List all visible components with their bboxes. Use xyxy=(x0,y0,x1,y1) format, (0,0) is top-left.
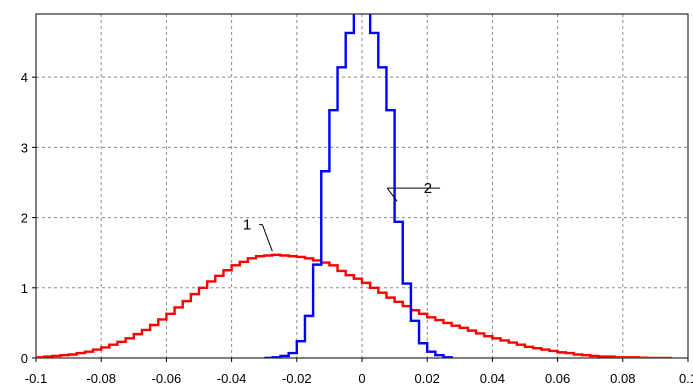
x-tick-label: 0.04 xyxy=(480,371,505,386)
y-tick-label: 3 xyxy=(21,140,28,155)
annotation-leader xyxy=(386,187,398,202)
grid-lines xyxy=(36,14,688,358)
x-tick-label: 0.02 xyxy=(415,371,440,386)
y-tick-label: 2 xyxy=(21,211,28,226)
x-tick-label: -0.02 xyxy=(282,371,312,386)
series-1-line xyxy=(36,253,672,358)
annotation-label-2: 2 xyxy=(424,180,432,197)
x-tick-label: -0.04 xyxy=(217,371,247,386)
x-axis-ticks: -0.1 -0.08 -0.06 -0.04 -0.02 0 0.02 0.04 0.06 0.0… xyxy=(25,358,693,386)
x-tick-label: 0.08 xyxy=(610,371,635,386)
plot-area-frame xyxy=(35,13,689,359)
x-tick-label: 0 xyxy=(358,371,365,386)
series-layer xyxy=(36,14,672,358)
x-tick-label: -0.1 xyxy=(25,371,47,386)
x-tick-label: -0.06 xyxy=(152,371,182,386)
series-2-line xyxy=(264,14,453,358)
annotation-label-1: 1 xyxy=(243,217,251,234)
x-tick-label: -0.08 xyxy=(86,371,116,386)
annotation-layer: 12 xyxy=(243,180,441,252)
x-tick-label: 0.1 xyxy=(679,371,693,386)
x-tick-label: 0.06 xyxy=(545,371,570,386)
y-tick-label: 1 xyxy=(21,281,28,296)
y-axis-ticks: 0 1 2 3 4 xyxy=(21,70,36,366)
annotation-leader xyxy=(261,224,273,252)
y-tick-label: 4 xyxy=(21,70,28,85)
y-tick-label: 0 xyxy=(21,351,28,366)
